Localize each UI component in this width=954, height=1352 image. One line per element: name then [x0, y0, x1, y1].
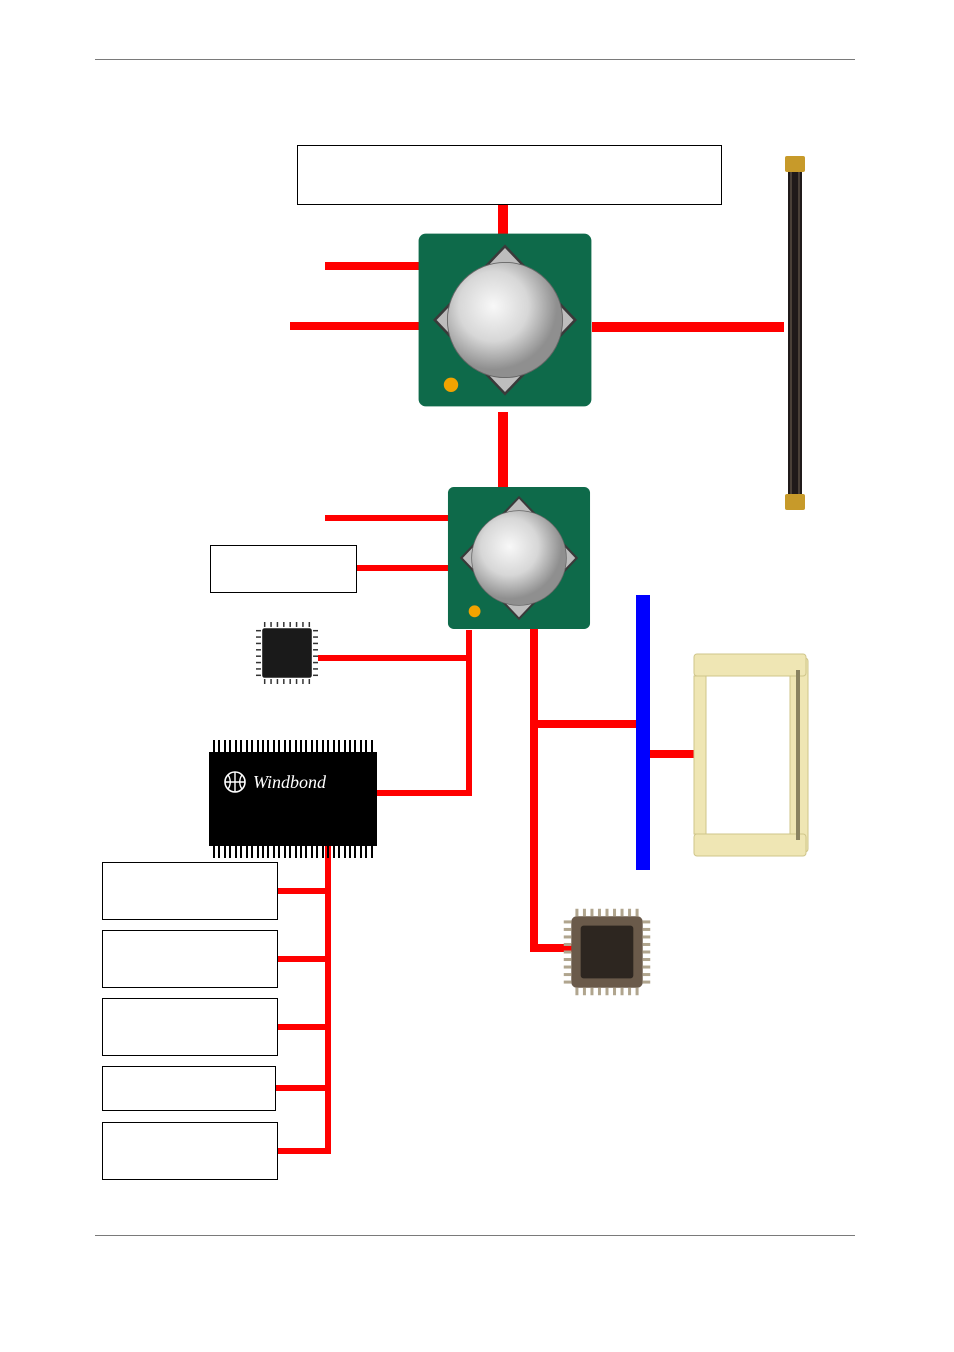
southbridge [445, 484, 593, 635]
box-sata [210, 545, 357, 593]
ic-to-sb-h [318, 655, 472, 661]
sb-sata-h [357, 565, 450, 571]
nb-to-dimm [592, 322, 784, 332]
box-io-1 [102, 862, 278, 920]
sb-drop-v [466, 630, 472, 795]
winbond-label: Windbond [253, 772, 326, 793]
pci-bus [636, 595, 650, 870]
io-4-h [276, 1085, 329, 1091]
globe-icon [223, 770, 247, 794]
box-io-3 [102, 998, 278, 1056]
box-top [297, 145, 722, 205]
nb-left-lower [290, 322, 425, 330]
io-5-h [278, 1148, 331, 1154]
bios-plcc [560, 905, 654, 1002]
expansion-slot [690, 650, 810, 863]
sb-to-bus-h [538, 720, 638, 728]
rule-top [95, 59, 855, 60]
io-2-h [278, 956, 329, 962]
dimm-slot [782, 156, 808, 513]
nb-to-sb-v [498, 412, 508, 490]
qfp-ic [256, 622, 318, 687]
nb-left-upper [325, 262, 425, 270]
winbond-h [376, 790, 472, 796]
box-io-4 [102, 1066, 276, 1111]
diagram-page: Windbond [0, 0, 954, 1352]
box-io-5 [102, 1122, 278, 1180]
io-1-h [278, 888, 329, 894]
sb-to-bus-v [530, 628, 538, 952]
io-3-h [278, 1024, 329, 1030]
sb-left-upper [325, 515, 450, 521]
winbond-superio: Windbond [209, 752, 377, 846]
northbridge [415, 230, 595, 413]
box-io-2 [102, 930, 278, 988]
rule-bottom [95, 1235, 855, 1236]
